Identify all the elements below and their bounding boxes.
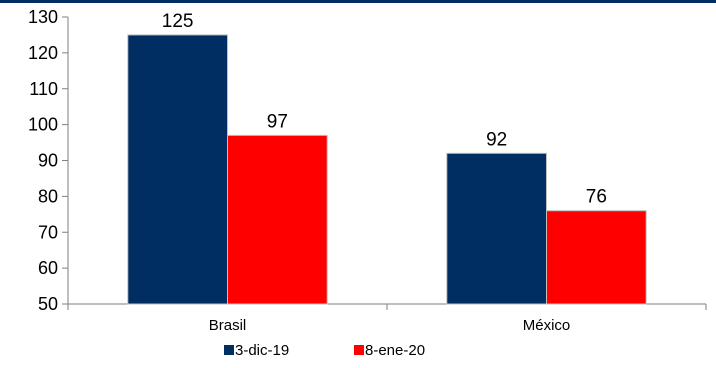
bar-mexico-3-dic-19 [446, 152, 547, 305]
y-tick-label: 110 [29, 79, 58, 99]
data-labels: 125 97 92 76 [162, 11, 607, 208]
legend-label: 3-dic-19 [235, 342, 289, 359]
y-tick-label: 120 [28, 43, 58, 63]
y-tick-label: 50 [38, 294, 58, 314]
data-label-brasil-8-ene-20: 97 [267, 111, 288, 132]
legend-item-3-dic-19: 3-dic-19 [224, 342, 289, 359]
x-axis: Brasil México [67, 303, 707, 334]
y-tick-label: 70 [38, 222, 58, 242]
y-tick-label: 130 [28, 7, 58, 27]
y-axis: 50 60 70 80 90 100 110 120 130 [28, 7, 69, 314]
y-tick-label: 80 [38, 186, 58, 206]
legend-label: 8-ene-20 [365, 342, 425, 359]
data-label-brasil-3-dic-19: 125 [162, 11, 194, 32]
top-rule [0, 0, 716, 3]
bars [127, 34, 647, 305]
x-tick-label: México [523, 317, 571, 334]
legend-item-8-ene-20: 8-ene-20 [354, 342, 425, 359]
bar-brasil-3-dic-19 [127, 34, 228, 305]
legend: 3-dic-19 8-ene-20 [224, 342, 425, 359]
x-tick-label: Brasil [209, 317, 247, 334]
legend-swatch [224, 345, 234, 355]
bar-brasil-8-ene-20 [227, 134, 328, 305]
y-tick-label: 100 [28, 115, 58, 135]
legend-swatch [354, 345, 364, 355]
bar-mexico-8-ene-20 [546, 210, 647, 305]
y-tick-label: 90 [38, 151, 58, 171]
y-tick-label: 60 [38, 258, 58, 278]
data-label-mexico-8-ene-20: 76 [586, 187, 607, 208]
data-label-mexico-3-dic-19: 92 [486, 129, 507, 150]
top-rule-line [0, 0, 716, 3]
